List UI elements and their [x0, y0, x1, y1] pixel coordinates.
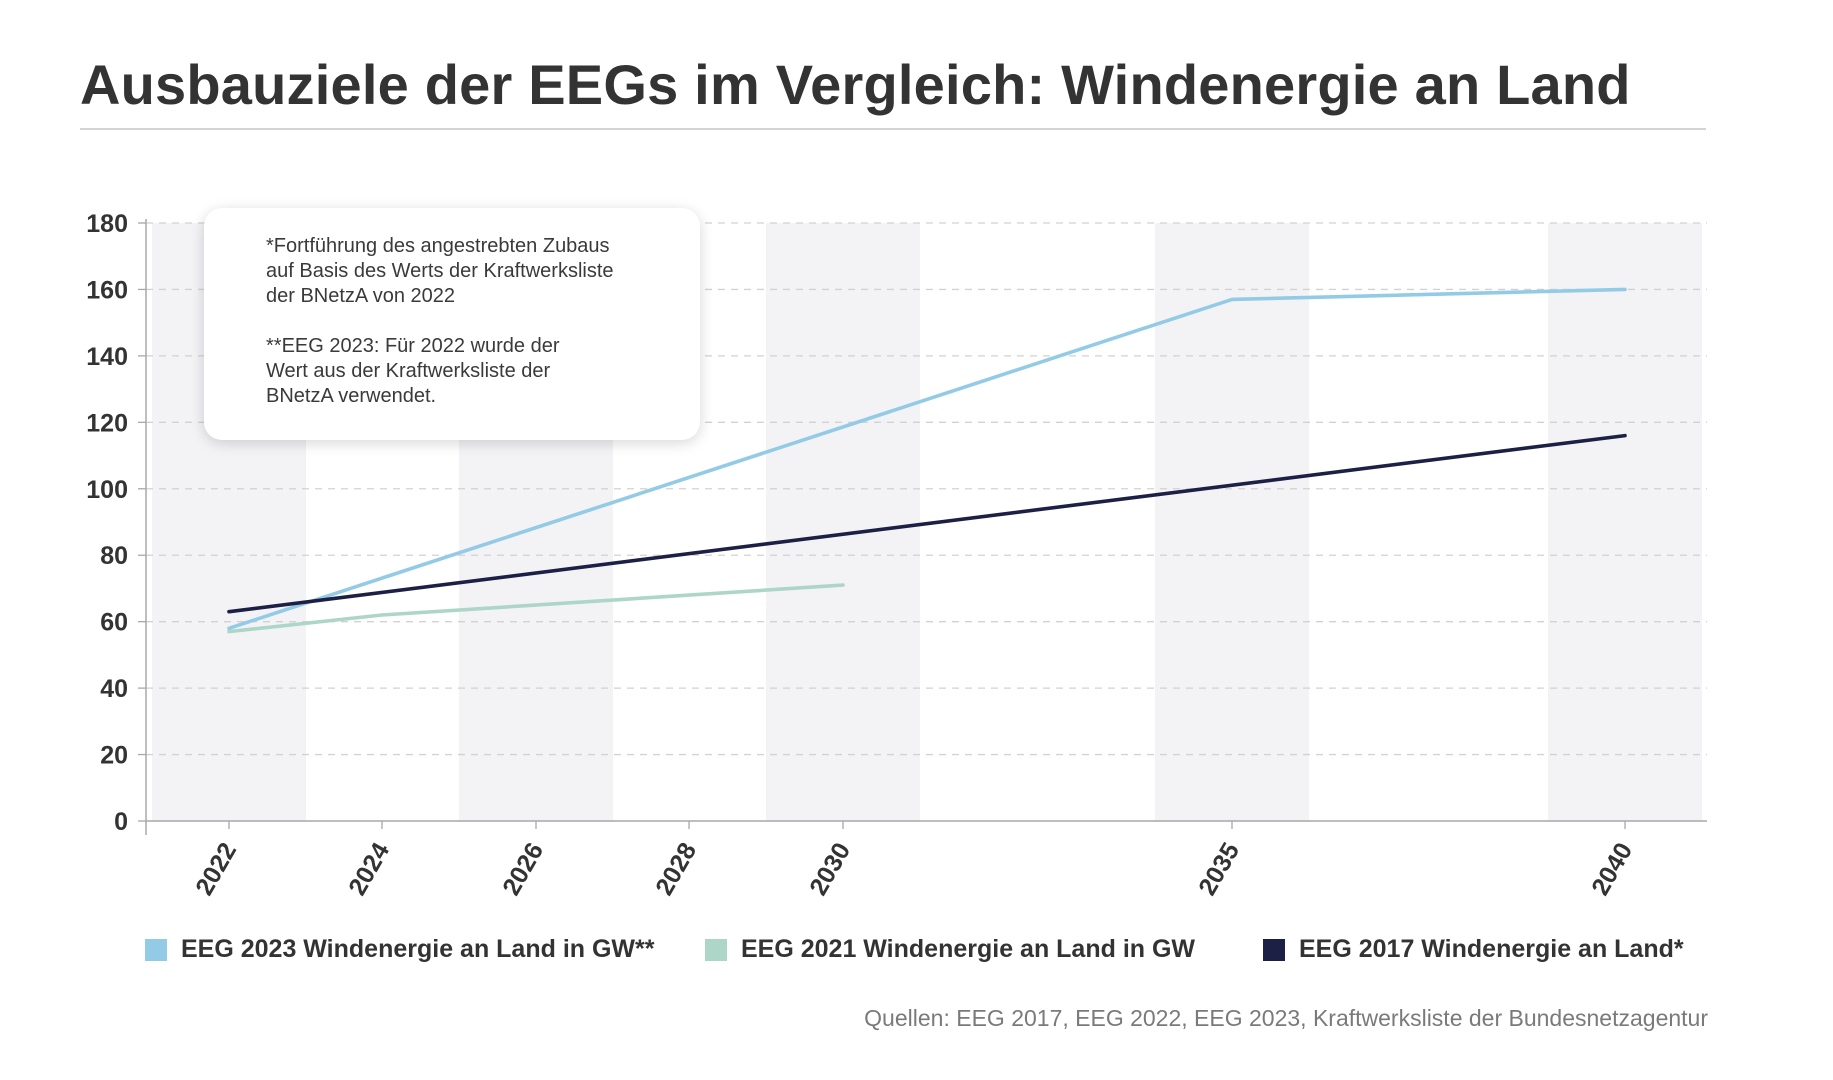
y-tick-label: 80 — [100, 542, 128, 570]
series-line-2 — [227, 433, 1627, 614]
background-band-4 — [1548, 223, 1702, 821]
x-tick-label: 2024 — [343, 838, 395, 900]
background-band-2 — [766, 223, 920, 821]
background-band-3 — [1155, 223, 1309, 821]
legend-item-eeg2023: EEG 2023 Windenergie an Land in GW** — [145, 935, 655, 964]
y-tick-label: 0 — [114, 808, 128, 836]
x-tick-label: 2035 — [1193, 838, 1245, 900]
y-tick-label: 160 — [86, 276, 128, 304]
y-tick-labels: 0 20 40 60 80 100 120 140 160 180 — [86, 210, 128, 836]
legend-swatch-eeg2023 — [145, 938, 167, 961]
legend-swatch-eeg2017 — [1263, 938, 1285, 961]
y-tick-label: 40 — [100, 675, 128, 703]
y-tick-label: 180 — [86, 210, 128, 238]
x-tick-label: 2040 — [1586, 838, 1638, 900]
footnote-1: *Fortführung des angestrebten Zubaus auf… — [266, 235, 614, 307]
legend-item-eeg2017: EEG 2017 Windenergie an Land* — [1263, 935, 1684, 964]
series-line-0 — [227, 287, 1627, 631]
x-tick-label: 2026 — [497, 838, 549, 900]
series-lines — [227, 287, 1627, 634]
legend-item-eeg2021: EEG 2021 Windenergie an Land in GW — [705, 935, 1195, 964]
footnote-box: *Fortführung des angestrebten Zubaus auf… — [204, 208, 700, 440]
title-divider — [80, 128, 1706, 130]
y-tick-label: 20 — [100, 742, 128, 770]
legend-label-eeg2017: EEG 2017 Windenergie an Land* — [1299, 935, 1684, 963]
y-tick-label: 120 — [86, 409, 128, 437]
legend-swatch-eeg2021 — [705, 938, 727, 961]
series-line-1 — [227, 583, 845, 634]
y-tick-label: 140 — [86, 343, 128, 371]
x-tick-label: 2030 — [804, 838, 856, 900]
chart-title: Ausbauziele der EEGs im Vergleich: Winde… — [80, 53, 1631, 116]
x-tick-labels: 2022 2024 2026 2028 2030 2035 2040 — [190, 821, 1638, 900]
shaded-bands — [152, 223, 1702, 821]
axes — [145, 219, 1707, 835]
x-tick-label: 2022 — [190, 838, 242, 900]
y-tick-label: 60 — [100, 609, 128, 637]
legend: EEG 2023 Windenergie an Land in GW** EEG… — [145, 935, 1705, 969]
legend-label-eeg2021: EEG 2021 Windenergie an Land in GW — [741, 935, 1196, 963]
x-tick-label: 2028 — [650, 838, 702, 900]
source-note: Quellen: EEG 2017, EEG 2022, EEG 2023, K… — [864, 1005, 1708, 1031]
legend-label-eeg2023: EEG 2023 Windenergie an Land in GW** — [181, 935, 655, 963]
footnote-2: **EEG 2023: Für 2022 wurde der Wert aus … — [266, 335, 560, 407]
y-tick-label: 100 — [86, 476, 128, 504]
